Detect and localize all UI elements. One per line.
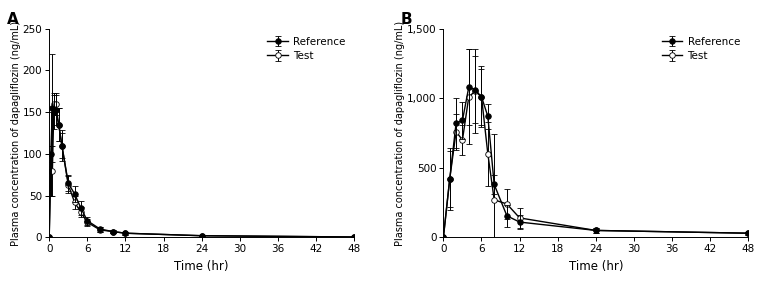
Y-axis label: Plasma concentration of dapagliflozin (ng/mL): Plasma concentration of dapagliflozin (n… [11,20,21,246]
Text: B: B [401,12,412,27]
X-axis label: Time (hr): Time (hr) [568,260,623,273]
Text: A: A [6,12,18,27]
X-axis label: Time (hr): Time (hr) [175,260,229,273]
Y-axis label: Plasma concentration of dapagliflozin (ng/mL): Plasma concentration of dapagliflozin (n… [395,20,405,246]
Legend: Reference, Test: Reference, Test [659,34,743,64]
Legend: Reference, Test: Reference, Test [264,34,349,64]
